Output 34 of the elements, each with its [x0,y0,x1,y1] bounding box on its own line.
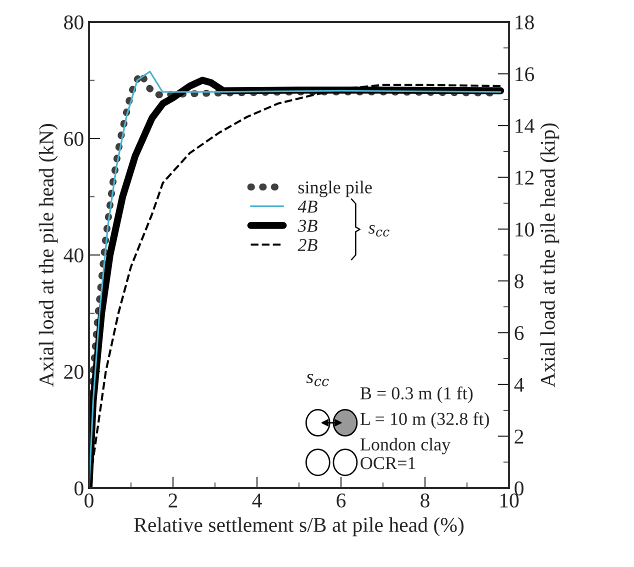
x-axis-title: Relative settlement s/B at pile head (%) [134,517,464,536]
y-tick-label: 0 [74,481,84,496]
x-tick-label: 2 [168,494,178,508]
annotation: L = 10 m (32.8 ft) [360,412,489,429]
x-tick-label: 6 [336,494,346,508]
y2-tick-label: 16 [516,67,534,82]
y2-axis-title: Axial load at the pile head (kip) [540,123,560,388]
annotation: s$_{cc}$ [368,225,390,237]
annotation: OCR=1 [360,457,416,470]
y2-tick-label: 6 [514,326,524,340]
y2-tick-label: 2 [514,430,524,444]
y2-tick-label: 10 [516,222,534,237]
y-tick-label: 60 [64,132,84,146]
y-tick-label: 80 [64,15,84,30]
y2-tick-label: 4 [514,378,524,392]
legend-label: single pile [298,180,372,198]
y-tick-label: 40 [64,248,84,262]
annotation: London clay [360,438,451,454]
x-tick-label: 8 [420,493,430,508]
y2-tick-label: 14 [516,119,534,133]
x-tick-label: 0 [84,493,94,508]
y2-tick-label: 12 [516,170,534,185]
legend-label: 4B [298,200,318,213]
x-tick-label: 10 [500,493,519,508]
annotation: B = 0.3 m (1 ft) [360,386,473,404]
x-tick-label: 4 [252,494,262,508]
y2-tick-label: 8 [514,274,524,288]
annotation: s$_{cc}$ [306,374,329,386]
y-tick-label: 20 [64,364,84,379]
y2-tick-label: 0 [514,481,524,496]
y2-tick-label: 18 [516,15,534,30]
legend-label: 3B [298,220,318,232]
y-axis-title: Axial load at the pile head (kN) [38,124,58,387]
legend-label: 2B [298,238,318,251]
